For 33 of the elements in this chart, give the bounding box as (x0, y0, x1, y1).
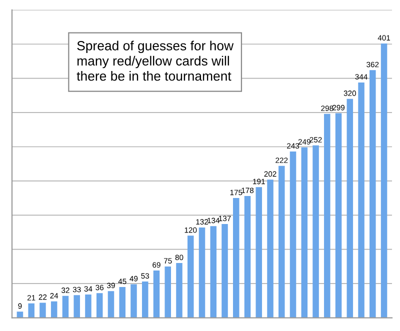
bar (62, 296, 69, 318)
bar (74, 295, 80, 318)
bar (233, 198, 240, 318)
bar (119, 286, 126, 318)
bar (324, 114, 330, 318)
bar (370, 70, 376, 318)
bar (176, 263, 182, 318)
bar (335, 113, 342, 318)
bar (108, 291, 114, 318)
bar (210, 226, 217, 318)
bar (96, 293, 103, 318)
bar (130, 284, 137, 318)
bar (267, 180, 274, 318)
bar (278, 166, 285, 318)
bar (346, 98, 354, 318)
bar (198, 227, 206, 318)
bar (164, 266, 171, 318)
bar (256, 187, 262, 318)
bar (153, 270, 160, 318)
bar (142, 282, 148, 318)
bar (244, 196, 251, 318)
annotation: Spread of guesses for how many red/yellow cards will there be in the tournament (76, 40, 234, 81)
bar (222, 224, 228, 318)
bar (50, 301, 58, 318)
bar (312, 145, 319, 318)
bar (40, 302, 46, 318)
bar (358, 82, 364, 318)
bar (380, 43, 388, 318)
bar (28, 303, 34, 318)
bar (85, 294, 92, 318)
bar (301, 147, 308, 318)
bar (290, 152, 296, 318)
bar (187, 236, 194, 318)
